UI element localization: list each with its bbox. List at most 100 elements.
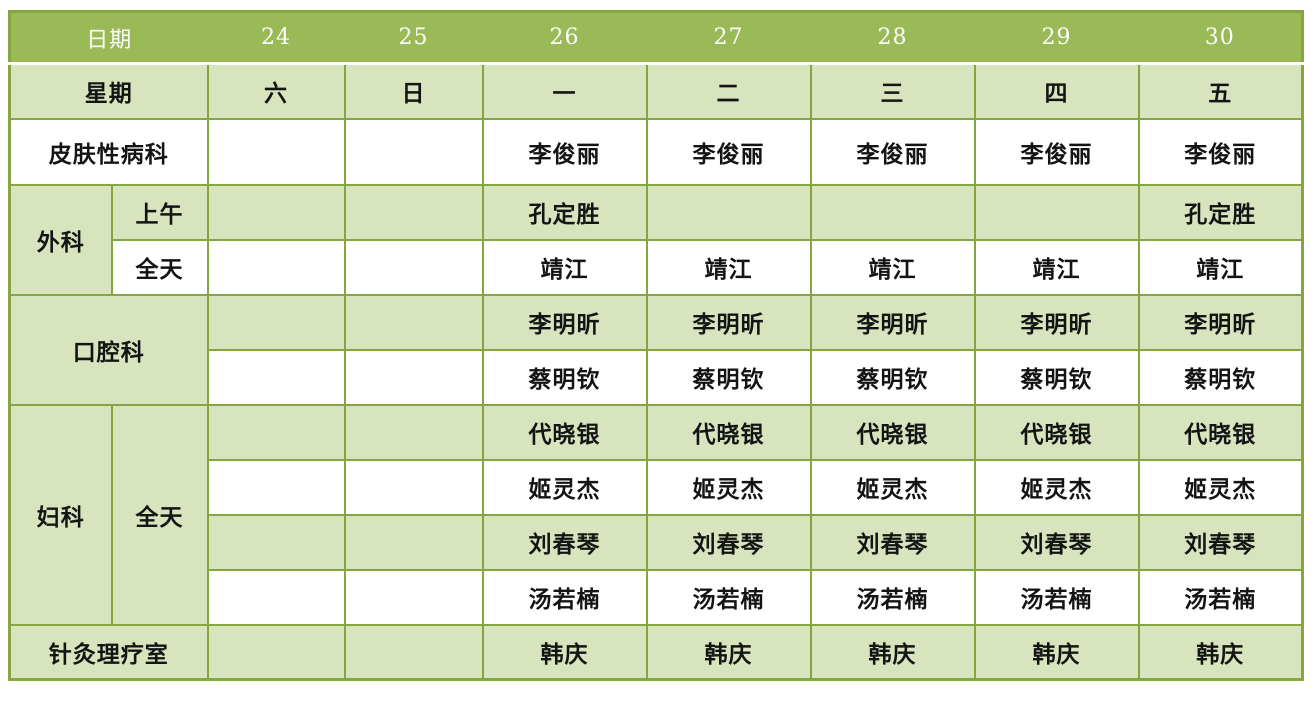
schedule-cell: [343, 117, 484, 186]
schedule-cell: 韩庆: [809, 623, 976, 681]
schedule-cell: 刘春琴: [973, 513, 1140, 571]
schedule-cell: 李明昕: [481, 293, 648, 351]
schedule-cell: 刘春琴: [645, 513, 812, 571]
schedule-cell: 李俊丽: [809, 117, 976, 186]
schedule-cell: [973, 183, 1140, 241]
schedule-cell: [343, 403, 484, 461]
schedule-cell: 李俊丽: [1137, 117, 1304, 186]
gynecology-row-1: 妇科 全天 代晓银 代晓银 代晓银 代晓银 代晓银: [8, 403, 1304, 626]
dept-cell-acupuncture: 针灸理疗室: [8, 623, 209, 681]
schedule-cell: [343, 293, 484, 351]
date-header-cell: 30: [1138, 11, 1303, 65]
weekday-cell: 五: [1137, 62, 1304, 120]
gynecology-row-4: 汤若楠 汤若楠 汤若楠 汤若楠 汤若楠: [10, 568, 1304, 626]
weekday-cell: 日: [343, 62, 484, 120]
schedule-cell: 代晓银: [1137, 403, 1304, 461]
schedule-cell: 蔡明钦: [481, 348, 648, 406]
schedule-cell: [343, 513, 484, 571]
schedule-cell: 韩庆: [973, 623, 1140, 681]
schedule-cell: 姬灵杰: [973, 458, 1140, 516]
session-cell-allday-gyn: 全天: [110, 403, 209, 626]
schedule-cell: 李明昕: [645, 293, 812, 351]
dept-cell-gynecology: 妇科: [8, 403, 113, 626]
schedule-cell: [343, 183, 484, 241]
gynecology-row-2: 姬灵杰 姬灵杰 姬灵杰 姬灵杰 姬灵杰: [10, 458, 1304, 516]
schedule-cell: 汤若楠: [973, 568, 1140, 626]
schedule-cell: 代晓银: [645, 403, 812, 461]
schedule-cell: 蔡明钦: [973, 348, 1140, 406]
schedule-cell: 韩庆: [1137, 623, 1304, 681]
weekday-cell: 三: [809, 62, 976, 120]
date-header-cell: 27: [646, 11, 811, 65]
schedule-cell: [343, 348, 484, 406]
schedule-cell: 李明昕: [809, 293, 976, 351]
schedule-cell: 李俊丽: [481, 117, 648, 186]
schedule-cell: 汤若楠: [1137, 568, 1304, 626]
dept-cell-dental: 口腔科: [8, 293, 209, 406]
schedule-cell: 刘春琴: [1137, 513, 1304, 571]
schedule-cell: [343, 568, 484, 626]
schedule-cell: [645, 183, 812, 241]
date-header-cell: 25: [344, 11, 483, 65]
date-header-cell: 28: [810, 11, 975, 65]
dental-row-1: 口腔科 李明昕 李明昕 李明昕 李明昕 李明昕: [8, 293, 1304, 406]
schedule-cell: 靖江: [645, 238, 812, 296]
date-label: 日期: [9, 11, 208, 65]
schedule-cell: [206, 183, 346, 241]
schedule-cell: 代晓银: [973, 403, 1140, 461]
schedule-cell: 李俊丽: [645, 117, 812, 186]
schedule-cell: 代晓银: [481, 403, 648, 461]
gynecology-row-3: 刘春琴 刘春琴 刘春琴 刘春琴 刘春琴: [10, 513, 1304, 571]
schedule-cell: 汤若楠: [481, 568, 648, 626]
schedule-cell: 孔定胜: [481, 183, 648, 241]
session-cell-morning: 上午: [110, 183, 209, 241]
weekday-row: 星期 六 日 一 二 三 四 五: [8, 62, 1304, 120]
surgery-morning-row: 外科 上午 孔定胜 孔定胜: [8, 183, 1304, 296]
schedule-cell: 汤若楠: [645, 568, 812, 626]
schedule-cell: 靖江: [973, 238, 1140, 296]
weekday-cell: 一: [481, 62, 648, 120]
schedule-cell: [206, 348, 346, 406]
schedule-cell: 刘春琴: [809, 513, 976, 571]
schedule-cell: [206, 458, 346, 516]
schedule-cell: 刘春琴: [481, 513, 648, 571]
date-header-cell: 29: [974, 11, 1139, 65]
surgery-allday-row: 全天 靖江 靖江 靖江 靖江 靖江: [10, 238, 1304, 296]
weekday-cell: 四: [973, 62, 1140, 120]
schedule-cell: 代晓银: [809, 403, 976, 461]
schedule-cell: 靖江: [809, 238, 976, 296]
schedule-cell: [206, 293, 346, 351]
schedule-cell: [206, 117, 346, 186]
date-header-cell: 24: [207, 11, 345, 65]
schedule-cell: 李俊丽: [973, 117, 1140, 186]
schedule-cell: 蔡明钦: [1137, 348, 1304, 406]
schedule-cell: 蔡明钦: [645, 348, 812, 406]
schedule-cell: 靖江: [1137, 238, 1304, 296]
schedule-cell: 姬灵杰: [1137, 458, 1304, 516]
acupuncture-row: 针灸理疗室 韩庆 韩庆 韩庆 韩庆 韩庆: [8, 623, 1304, 681]
schedule-cell: 韩庆: [645, 623, 812, 681]
schedule-cell: 姬灵杰: [809, 458, 976, 516]
schedule-cell: 孔定胜: [1137, 183, 1304, 241]
weekday-label: 星期: [8, 62, 209, 120]
schedule-cell: [206, 403, 346, 461]
schedule-cell: [343, 623, 484, 681]
dental-row-2: 蔡明钦 蔡明钦 蔡明钦 蔡明钦 蔡明钦: [10, 348, 1304, 406]
schedule-cell: [206, 238, 346, 296]
date-header-cell: 26: [482, 11, 647, 65]
schedule-cell: 韩庆: [481, 623, 648, 681]
schedule-cell: [343, 458, 484, 516]
schedule-cell: 蔡明钦: [809, 348, 976, 406]
schedule-cell: 靖江: [481, 238, 648, 296]
schedule-cell: [206, 623, 346, 681]
schedule-cell: [206, 568, 346, 626]
schedule-cell: 姬灵杰: [481, 458, 648, 516]
schedule-cell: [809, 183, 976, 241]
dept-cell-dermatology: 皮肤性病科: [8, 117, 209, 186]
schedule-cell: [206, 513, 346, 571]
dermatology-row: 皮肤性病科 李俊丽 李俊丽 李俊丽 李俊丽 李俊丽: [8, 117, 1304, 186]
schedule-cell: [343, 238, 484, 296]
schedule-cell: 李明昕: [1137, 293, 1304, 351]
schedule-cell: 姬灵杰: [645, 458, 812, 516]
date-header-row: 日期 24 25 26 27 28 29 30: [9, 11, 1303, 65]
